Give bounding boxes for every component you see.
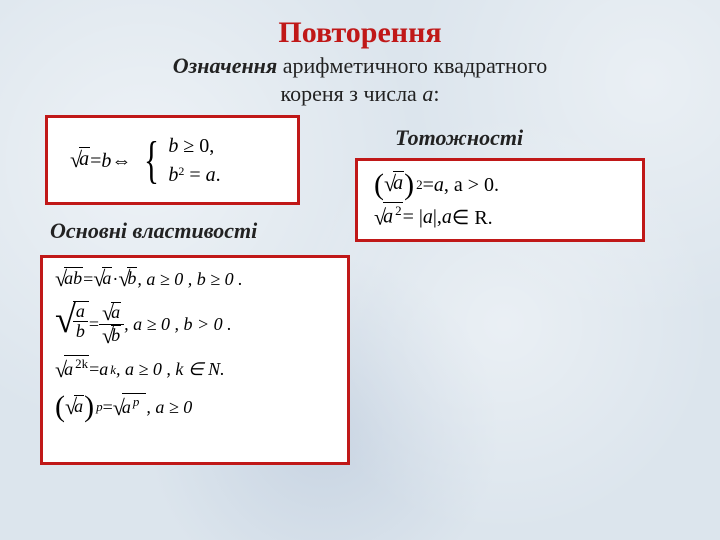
p4-in: a: [74, 396, 83, 416]
p4-rp: p: [133, 394, 140, 409]
identities-formulas: ( √a )2 = a , a > 0. √a2 = | a |, a ∈ R.: [374, 169, 499, 233]
id2-crest: ∈ R.: [452, 205, 493, 230]
subtitle-var: a: [422, 81, 433, 106]
p2-numr: a: [111, 302, 120, 322]
brace-icon: {: [144, 135, 159, 187]
p3-var: a: [64, 359, 73, 379]
p1-b: b: [127, 268, 136, 288]
section-properties-label: Основні властивості: [50, 218, 257, 244]
p2-den: b: [73, 322, 88, 341]
id2-root-pow: 2: [395, 203, 402, 218]
subtitle-line2: кореня з числа: [281, 81, 423, 106]
p1-ab: ab: [64, 268, 82, 288]
property-row-3: √a2k = ak , a ≥ 0 , k ∈ N.: [55, 357, 243, 382]
page-title: Повторення: [0, 16, 720, 50]
id1-cond: , a > 0.: [444, 174, 499, 197]
identity-row-2: √a2 = | a |, a ∈ R.: [374, 201, 499, 233]
properties-formulas: √ab = √a · √b , a ≥ 0 , b ≥ 0 . √ a b = …: [55, 268, 243, 432]
case2-rhs: a: [206, 164, 216, 186]
id1-rhs: a: [434, 174, 444, 197]
p2-denr: b: [111, 325, 120, 345]
p4-cond: , a ≥ 0: [146, 397, 192, 418]
p3-eq: =: [89, 359, 99, 380]
case2-eq: =: [184, 164, 205, 186]
case1-lhs: b: [168, 135, 178, 157]
p3-pow: 2k: [75, 356, 88, 371]
subtitle-tail: :: [433, 81, 439, 106]
property-row-4: ( √a )p = √ap , a ≥ 0: [55, 392, 243, 422]
identities-box: ( √a )2 = a , a > 0. √a2 = | a |, a ∈ R.: [355, 158, 645, 242]
p3-rv: a: [99, 359, 108, 380]
p2-num: a: [73, 302, 88, 321]
p1-cond: , a ≥ 0 , b ≥ 0 .: [137, 269, 242, 290]
property-row-2: √ a b = √a √b , a ≥ 0 , b > 0 .: [55, 301, 243, 347]
id2-eq: = |: [403, 206, 423, 229]
def-root-arg: a: [79, 148, 89, 170]
subtitle-lead: Означення: [173, 53, 277, 78]
id2-after: |,: [433, 206, 442, 229]
identity-row-1: ( √a )2 = a , a > 0.: [374, 169, 499, 201]
case1-rel: ≥ 0,: [178, 135, 214, 157]
id2-cvar: a: [442, 206, 452, 229]
p1-a: a: [102, 268, 111, 288]
p4-rv: a: [122, 397, 131, 417]
case2-tail: .: [216, 164, 221, 186]
subtitle: Означення арифметичного квадратного коре…: [0, 52, 720, 107]
p2-eq: =: [89, 314, 99, 335]
id1-root-arg: a: [393, 172, 403, 194]
def-eq: =: [90, 150, 101, 173]
p2-cond: , a ≥ 0 , b > 0 .: [124, 314, 232, 335]
definition-box: √a = b ⇔ { b ≥ 0, b2 = a.: [45, 115, 300, 205]
section-identities-label: Тотожності: [395, 125, 523, 151]
p1-eq: =: [83, 269, 93, 290]
p4-eq: =: [103, 397, 113, 418]
id2-root-var: a: [383, 205, 393, 227]
def-iff: ⇔: [111, 150, 131, 173]
id1-eq: =: [423, 174, 434, 197]
case2-pow: 2: [178, 164, 184, 178]
properties-box: √ab = √a · √b , a ≥ 0 , b ≥ 0 . √ a b = …: [40, 255, 350, 465]
def-cases: b ≥ 0, b2 = a.: [168, 132, 220, 190]
p3-cond: , a ≥ 0 , k ∈ N.: [116, 359, 225, 380]
definition-formula: √a = b ⇔ { b ≥ 0, b2 = a.: [70, 132, 221, 190]
property-row-1: √ab = √a · √b , a ≥ 0 , b ≥ 0 .: [55, 268, 243, 291]
case2-lhs: b: [168, 164, 178, 186]
sqrt-a: √a: [70, 149, 90, 173]
def-b: b: [101, 150, 111, 173]
subtitle-line1: арифметичного квадратного: [277, 53, 547, 78]
id2-abs: a: [423, 206, 433, 229]
